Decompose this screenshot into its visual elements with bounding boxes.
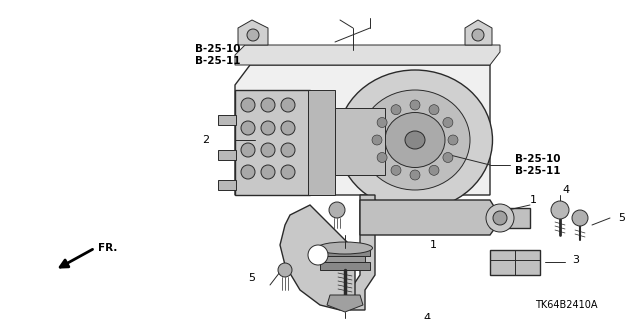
Polygon shape (490, 208, 530, 228)
Circle shape (448, 135, 458, 145)
Polygon shape (350, 195, 375, 310)
Circle shape (241, 143, 255, 157)
Circle shape (261, 143, 275, 157)
Circle shape (308, 245, 328, 265)
Text: 1: 1 (530, 195, 537, 205)
Bar (218, 150, 236, 160)
Circle shape (493, 211, 507, 225)
Circle shape (429, 165, 439, 175)
Text: 3: 3 (572, 255, 579, 265)
Polygon shape (325, 256, 365, 262)
Polygon shape (238, 20, 268, 45)
Circle shape (410, 170, 420, 180)
Circle shape (261, 165, 275, 179)
Polygon shape (320, 262, 370, 270)
Polygon shape (490, 250, 540, 275)
Ellipse shape (360, 90, 470, 190)
Circle shape (281, 143, 295, 157)
Circle shape (410, 100, 420, 110)
Text: 1: 1 (430, 240, 437, 250)
Text: 4: 4 (423, 313, 430, 319)
Ellipse shape (317, 242, 372, 254)
Text: TK64B2410A: TK64B2410A (535, 300, 598, 310)
Polygon shape (320, 248, 370, 256)
Circle shape (443, 117, 453, 128)
Circle shape (261, 98, 275, 112)
Circle shape (241, 98, 255, 112)
Circle shape (486, 204, 514, 232)
Polygon shape (465, 20, 492, 45)
Polygon shape (235, 90, 310, 195)
Polygon shape (280, 205, 355, 310)
Circle shape (281, 98, 295, 112)
Text: 5: 5 (248, 273, 255, 283)
Circle shape (281, 165, 295, 179)
Polygon shape (235, 45, 500, 65)
Circle shape (551, 201, 569, 219)
Text: 2: 2 (202, 135, 209, 145)
Bar (218, 180, 236, 190)
Circle shape (429, 105, 439, 115)
Circle shape (241, 121, 255, 135)
Circle shape (241, 165, 255, 179)
Circle shape (247, 29, 259, 41)
Polygon shape (360, 200, 495, 235)
Circle shape (281, 121, 295, 135)
Text: 5: 5 (618, 213, 625, 223)
Polygon shape (308, 90, 335, 195)
Circle shape (391, 165, 401, 175)
Circle shape (377, 152, 387, 162)
Circle shape (329, 202, 345, 218)
Circle shape (391, 105, 401, 115)
Bar (218, 115, 236, 125)
Circle shape (278, 263, 292, 277)
Circle shape (372, 135, 382, 145)
Ellipse shape (337, 70, 493, 210)
Ellipse shape (385, 113, 445, 167)
Text: 4: 4 (562, 185, 569, 195)
Circle shape (572, 210, 588, 226)
Circle shape (261, 121, 275, 135)
Ellipse shape (405, 131, 425, 149)
Circle shape (377, 117, 387, 128)
Circle shape (472, 29, 484, 41)
Circle shape (443, 152, 453, 162)
Text: B-25-10
B-25-11: B-25-10 B-25-11 (515, 154, 561, 176)
Polygon shape (327, 295, 363, 312)
Polygon shape (335, 108, 385, 175)
Text: FR.: FR. (98, 243, 117, 253)
Polygon shape (235, 65, 490, 195)
Text: B-25-10
B-25-11: B-25-10 B-25-11 (195, 44, 241, 66)
